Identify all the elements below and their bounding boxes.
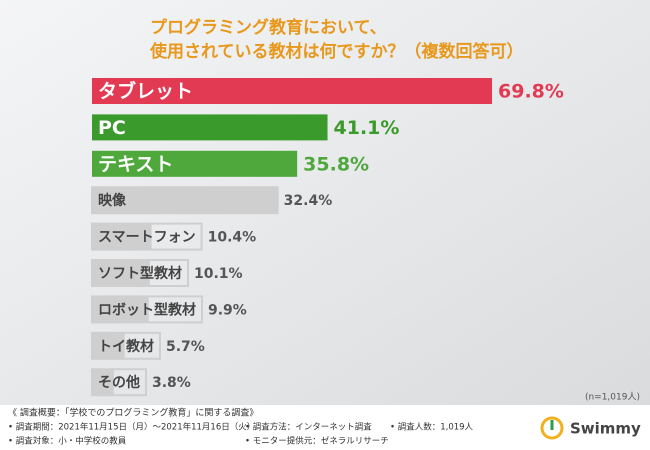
logo-text: Swimmy bbox=[570, 420, 641, 438]
category-label: トイ教材 bbox=[98, 338, 154, 355]
value-label: 32.4% bbox=[284, 193, 333, 209]
bar bbox=[92, 187, 278, 214]
value-label: 10.1% bbox=[194, 266, 243, 282]
bar bbox=[92, 369, 114, 396]
category-label: その他 bbox=[98, 374, 140, 391]
logo-mark bbox=[540, 416, 564, 440]
bar bbox=[92, 150, 298, 177]
value-label: 69.8% bbox=[498, 81, 564, 103]
footer-item: • モニター提供元：ゼネラルリサーチ bbox=[245, 436, 389, 447]
label-box bbox=[91, 331, 161, 360]
category-label: 映像 bbox=[98, 192, 127, 209]
label-box bbox=[91, 368, 147, 397]
subtitle: 使用されている教材は何ですか？（複数回答可） bbox=[149, 41, 524, 62]
footer-item: • 調査方法：インターネット調査 bbox=[245, 422, 372, 433]
sample-note: (n=1,019人) bbox=[585, 392, 640, 403]
footer-heading: 《 調査概要：「学校でのプログラミング教育」に関する調査》 bbox=[8, 407, 258, 419]
value-label: 5.7% bbox=[166, 339, 205, 355]
bar bbox=[92, 260, 150, 286]
value-label: 3.8% bbox=[152, 375, 191, 391]
category-label: スマートフォン bbox=[98, 230, 196, 246]
category-label: テキスト bbox=[98, 153, 173, 175]
label-box bbox=[91, 222, 203, 251]
bar bbox=[92, 78, 492, 104]
title: プログラミング教育において、 bbox=[150, 17, 387, 38]
value-label: 10.4% bbox=[208, 230, 257, 246]
category-label: ソフト型教材 bbox=[98, 265, 182, 282]
bar bbox=[92, 296, 149, 323]
value-label: 35.8% bbox=[303, 153, 369, 175]
label-box bbox=[91, 259, 189, 287]
category-label: PC bbox=[98, 117, 126, 139]
value-label: 9.9% bbox=[208, 302, 247, 318]
category-label: タブレット bbox=[98, 80, 193, 103]
category-label: ロボット型教材 bbox=[98, 301, 196, 318]
bar bbox=[92, 114, 328, 141]
bar bbox=[92, 332, 125, 359]
footer-item: • 調査対象：小・中学校の教員 bbox=[8, 436, 127, 447]
footer-item: • 調査期間：2021年11月15日（月）～2021年11月16日（火） bbox=[8, 422, 255, 433]
footer-item: • 調査人数：1,019人 bbox=[390, 422, 474, 433]
value-label: 41.1% bbox=[334, 117, 400, 139]
bar bbox=[92, 223, 152, 250]
label-box bbox=[91, 295, 203, 324]
label-box bbox=[91, 186, 279, 215]
logo: Swimmy bbox=[540, 416, 641, 440]
